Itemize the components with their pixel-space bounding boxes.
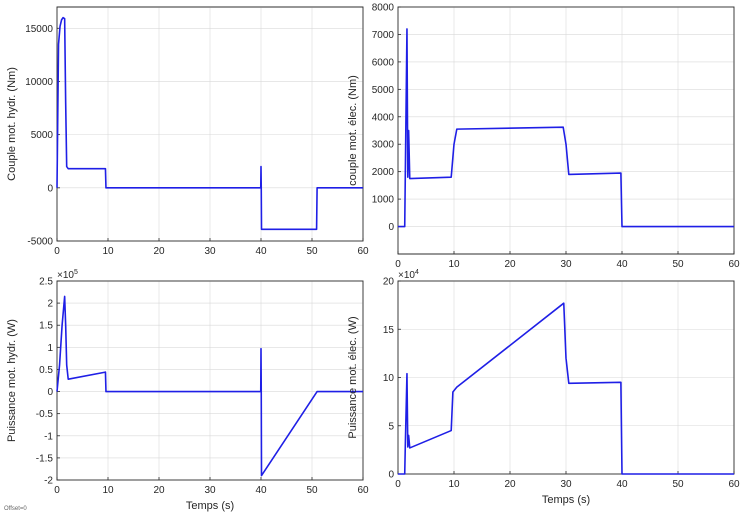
x-tick-label: 60	[357, 485, 369, 496]
x-tick-label: 40	[255, 246, 267, 257]
y-axis-label: Couple mot. hydr. (Nm)	[6, 67, 18, 181]
series-line	[398, 302, 734, 475]
x-tick-label: 40	[616, 259, 628, 270]
y-tick-label: 0.5	[39, 365, 53, 376]
y-tick-label: 20	[383, 277, 395, 288]
x-tick-label: 0	[54, 246, 60, 257]
y-tick-label: -1	[44, 431, 53, 442]
y-exponent-label: ×105	[57, 269, 78, 281]
y-tick-label: -5000	[27, 237, 53, 248]
x-tick-label: 20	[153, 246, 165, 257]
y-tick-label: 15	[383, 325, 395, 336]
x-tick-label: 20	[504, 259, 516, 270]
plot-frame	[397, 6, 735, 255]
x-tick-label: 10	[448, 259, 460, 270]
y-tick-label: 0	[47, 387, 53, 398]
series-line	[398, 28, 734, 228]
x-tick-label: 20	[153, 485, 165, 496]
y-axis-label: couple mot. élec. (Nm)	[347, 75, 359, 186]
plot-frame	[397, 280, 735, 475]
plot-torque-electric-motor: 0 10 20 30 40 50 60 0 1000 2000 3000 4000 5000 6000 70…	[347, 3, 740, 271]
x-tick-label: 50	[672, 259, 684, 270]
x-tick-label: 30	[204, 246, 216, 257]
x-tick-label: 60	[728, 479, 740, 490]
x-tick-label: 30	[204, 485, 216, 496]
x-tick-label: 0	[395, 479, 401, 490]
y-tick-label: 1.5	[39, 321, 53, 332]
y-tick-label: 10	[383, 373, 395, 384]
x-tick-label: 0	[395, 259, 401, 270]
x-tick-label: 60	[728, 259, 740, 270]
y-tick-label: 1000	[372, 195, 395, 206]
plot-frame	[56, 280, 364, 481]
y-tick-label: 3000	[372, 140, 395, 151]
x-tick-label: 30	[560, 479, 572, 490]
x-tick-label: 50	[306, 485, 318, 496]
x-axis-label: Temps (s)	[542, 494, 590, 506]
y-axis-label: Puissance mot. élec. (W)	[347, 316, 359, 438]
x-tick-label: 0	[54, 485, 60, 496]
y-tick-label: -0.5	[36, 409, 54, 420]
series-line	[56, 16, 363, 231]
x-tick-label: 20	[504, 479, 516, 490]
y-tick-label: 5	[388, 421, 394, 432]
y-exponent-label: ×104	[398, 269, 419, 281]
y-tick-label: 1	[47, 343, 53, 354]
y-tick-label: 5000	[372, 85, 395, 96]
y-tick-label: 6000	[372, 57, 395, 68]
y-tick-label: 2000	[372, 167, 395, 178]
plot-power-hydraulic-motor: 0 10 20 30 40 50 60 -2 -1.5 -1 -0.5 0 0.5 1 1.5 2 2.5 ×10…	[6, 269, 369, 512]
y-tick-label: -2	[44, 476, 53, 487]
y-tick-label: 15000	[25, 24, 53, 35]
x-axis-label: Temps (s)	[186, 500, 234, 512]
x-tick-label: 50	[306, 246, 318, 257]
y-axis-label: Puissance mot. hydr. (W)	[6, 319, 18, 442]
y-tick-label: 10000	[25, 77, 53, 88]
y-tick-label: 0	[388, 222, 394, 233]
y-tick-label: 0	[388, 470, 394, 481]
x-tick-label: 40	[616, 479, 628, 490]
offset-label: Offset=0	[4, 506, 27, 512]
y-tick-label: 2.5	[39, 277, 53, 288]
y-tick-label: 7000	[372, 30, 395, 41]
x-tick-label: 60	[357, 246, 369, 257]
plot-torque-hydraulic-motor: 0 10 20 30 40 50 60-5000050001000015000Couple …	[6, 6, 369, 257]
x-tick-label: 40	[255, 485, 267, 496]
y-tick-label: 8000	[372, 3, 395, 14]
y-tick-label: 5000	[31, 130, 54, 141]
y-tick-label: -1.5	[36, 453, 54, 464]
series-line	[56, 295, 363, 477]
x-tick-label: 30	[560, 259, 572, 270]
x-tick-label: 10	[102, 246, 114, 257]
y-tick-label: 4000	[372, 112, 395, 123]
x-tick-label: 50	[672, 479, 684, 490]
y-tick-label: 2	[47, 299, 53, 310]
x-tick-label: 10	[448, 479, 460, 490]
x-tick-label: 10	[102, 485, 114, 496]
y-tick-label: 0	[47, 183, 53, 194]
